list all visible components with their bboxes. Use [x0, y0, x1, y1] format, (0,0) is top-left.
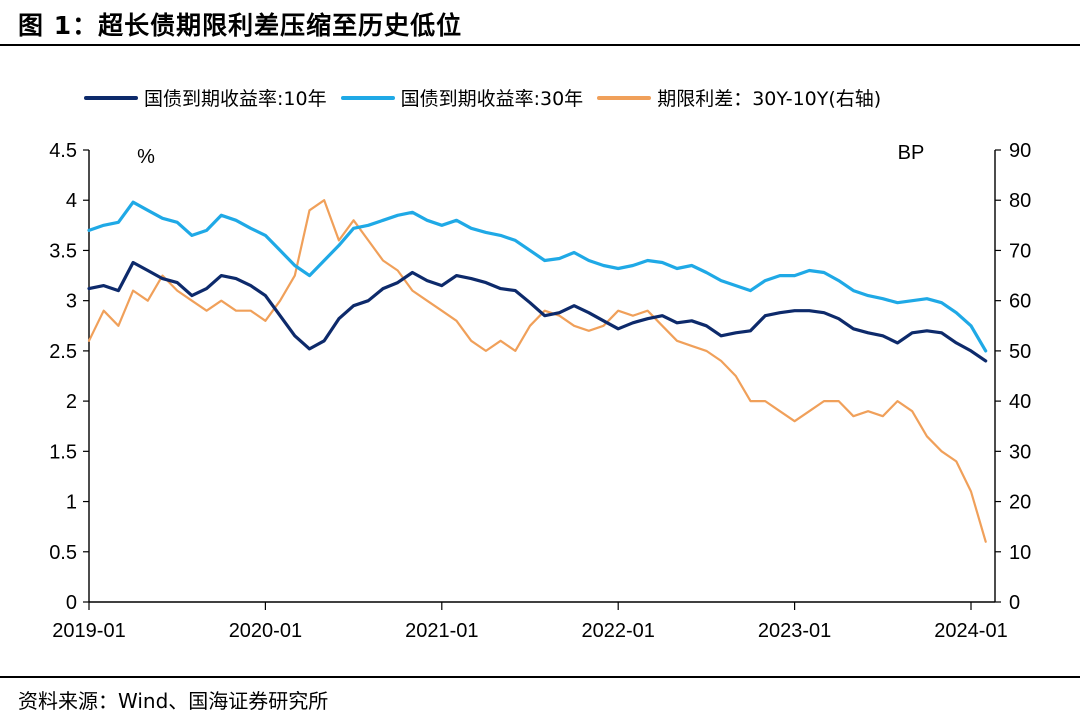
right-tick-label: 30: [1009, 441, 1031, 463]
series-line-1: [87, 200, 988, 353]
source-rule: [0, 676, 1080, 678]
x-tick-label: 2023-01: [758, 620, 831, 642]
left-axis-unit: %: [137, 146, 155, 168]
right-tick-label: 0: [1009, 592, 1020, 614]
right-tick-label: 10: [1009, 542, 1031, 564]
left-tick-label: 4.5: [49, 140, 77, 162]
line-chart: 0 0.5 1 1.5 2 2.5 3 3.5 4 4.5 0 10 20 30 40 50 60 70 80 90%…: [49, 140, 1031, 642]
title-rule: [0, 44, 1080, 46]
right-tick-label: 90: [1009, 140, 1031, 162]
right-tick-label: 70: [1009, 240, 1031, 262]
left-tick-label: 4: [66, 190, 77, 212]
left-tick-label: 0: [66, 592, 77, 614]
legend-swatch-spread: [597, 95, 652, 100]
legend-label-spread: 期限利差：30Y-10Y(右轴): [657, 88, 882, 110]
left-tick-label: 1: [66, 492, 77, 514]
x-tick-label: 2024-01: [934, 620, 1007, 642]
legend-item-10y: 国债到期收益率:10年: [84, 84, 327, 111]
figure-title: 图 1：超长债期限利差压缩至历史低位: [18, 11, 463, 40]
right-tick-label: 60: [1009, 291, 1031, 313]
right-tick-label: 40: [1009, 391, 1031, 413]
right-axis-unit: BP: [898, 142, 925, 164]
x-tick-label: 2022-01: [581, 620, 654, 642]
legend-item-spread: 期限利差：30Y-10Y(右轴): [597, 84, 881, 111]
x-tick-label: 2021-01: [405, 620, 478, 642]
legend-swatch-10y: [84, 95, 138, 100]
left-tick-label: 2.5: [49, 341, 77, 363]
left-tick-label: 0.5: [49, 542, 77, 564]
legend-item-30y: 国债到期收益率:30年: [340, 84, 584, 111]
left-tick-label: 3: [66, 291, 77, 313]
left-tick-label: 1.5: [49, 441, 77, 463]
source-note: 资料来源：Wind、国海证券研究所: [18, 689, 329, 713]
x-tick-label: 2020-01: [229, 620, 302, 642]
right-tick-label: 50: [1009, 341, 1031, 363]
right-tick-label: 20: [1009, 492, 1031, 514]
left-tick-label: 2: [66, 391, 77, 413]
left-tick-label: 3.5: [49, 240, 77, 262]
legend-swatch-30y: [340, 95, 395, 100]
chart-legend: 国债到期收益率:10年 国债到期收益率:30年 期限利差：30Y-10Y(右轴): [84, 84, 895, 111]
x-tick-label: 2019-01: [52, 620, 125, 642]
legend-label-10y: 国债到期收益率:10年: [144, 88, 327, 110]
series-line-0: [87, 260, 988, 363]
legend-label-30y: 国债到期收益率:30年: [400, 88, 584, 110]
right-tick-label: 80: [1009, 190, 1031, 212]
series-line-2: [87, 199, 987, 543]
